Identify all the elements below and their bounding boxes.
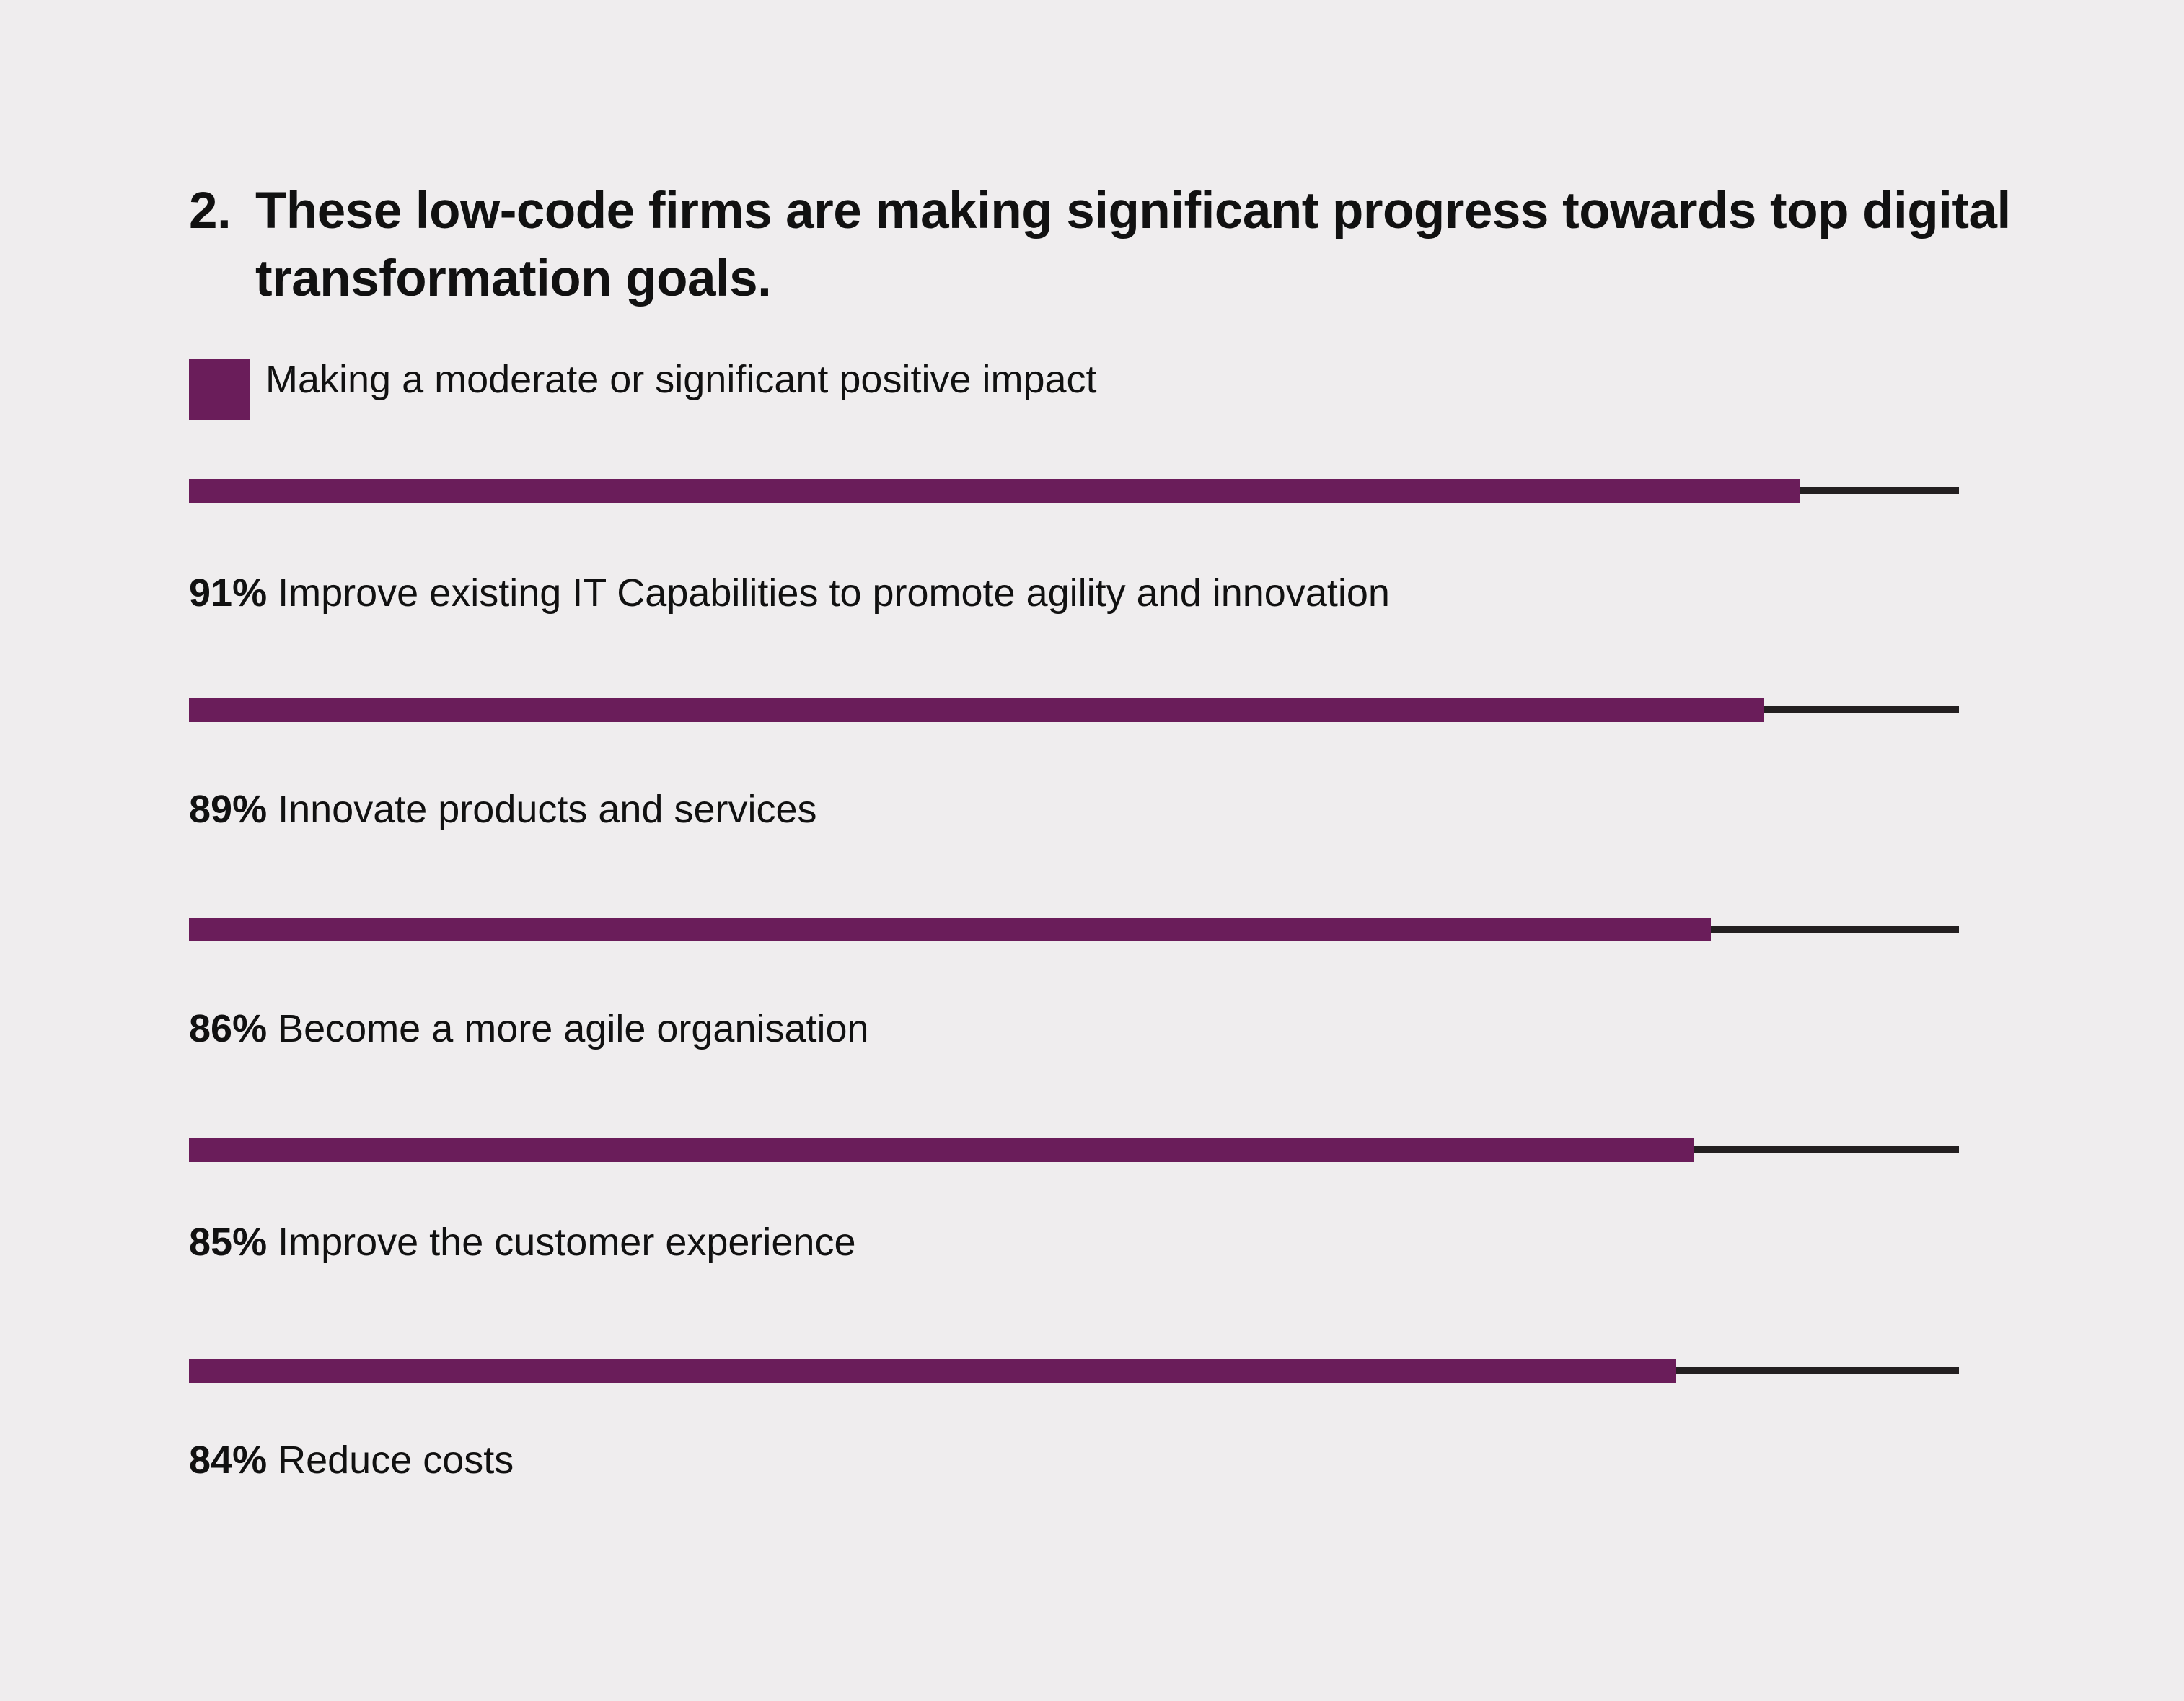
bar	[189, 918, 1712, 941]
bar-value-label: 89%	[189, 788, 268, 831]
bar-category-label: Improve existing IT Capabilities to prom…	[278, 571, 1390, 615]
bar-value-label: 91%	[189, 571, 268, 615]
chart-title-text: These low-code firms are making signific…	[255, 183, 2011, 307]
bar	[189, 1138, 1694, 1162]
bar-category-label: Become a more agile organisation	[278, 1007, 869, 1050]
bar-value-label: 85%	[189, 1221, 268, 1264]
chart-title: 2. These low-code firms are making signi…	[189, 177, 2044, 313]
bar	[189, 698, 1765, 722]
legend-label: Making a moderate or significant positiv…	[265, 358, 1097, 401]
bar-category-label: Improve the customer experience	[278, 1221, 856, 1264]
legend-swatch	[189, 359, 250, 420]
bar-label: 89% Innovate products and services	[189, 786, 817, 832]
bar-label: 91% Improve existing IT Capabilities to …	[189, 570, 1390, 616]
bar	[189, 1359, 1676, 1383]
bar-value-label: 86%	[189, 1007, 268, 1050]
legend: Making a moderate or significant positiv…	[189, 358, 1097, 420]
chart-title-number: 2.	[189, 183, 232, 239]
bar-category-label: Innovate products and services	[278, 788, 817, 831]
bar-value-label: 84%	[189, 1438, 268, 1482]
bar-category-label: Reduce costs	[278, 1438, 514, 1482]
bar	[189, 479, 1800, 503]
bar-label: 86% Become a more agile organisation	[189, 1006, 869, 1052]
bar-label: 84% Reduce costs	[189, 1437, 514, 1483]
bar-label: 85% Improve the customer experience	[189, 1219, 856, 1265]
